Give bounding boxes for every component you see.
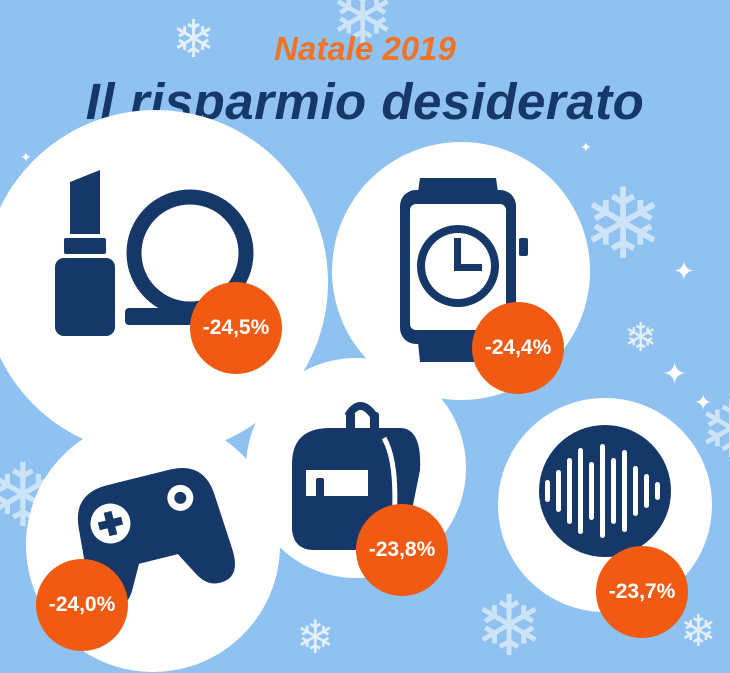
star-icon: ✦	[662, 358, 688, 391]
snowflake-icon: ❄	[680, 607, 717, 656]
star-icon: ✦	[20, 149, 32, 165]
snowflake-icon: ❄	[330, 0, 396, 61]
smartwatch-icon	[400, 178, 528, 362]
badge-gamepad: -24,0%	[36, 559, 128, 651]
snowflake-icon: ❄	[474, 579, 545, 673]
snowflake-icon: ❄	[296, 611, 335, 663]
star-icon: ✦	[694, 390, 713, 415]
snowflake-icon: ❄	[698, 390, 730, 470]
star-icon: ✦	[580, 139, 592, 155]
sound-wave-icon	[539, 425, 671, 557]
badge-smartwatch: -24,4%	[472, 302, 564, 394]
badge-sound-wave: -23,7%	[596, 546, 688, 638]
badge-backpack: -23,8%	[356, 504, 448, 596]
subtitle: Natale 2019	[274, 30, 456, 67]
gamepad-icon	[77, 467, 235, 610]
cosmetics-icon	[55, 170, 254, 336]
snowflake-icon: ❄	[582, 169, 665, 279]
snowflake-icon: ❄	[172, 11, 216, 69]
star-icon: ✦	[673, 256, 695, 286]
snowflake-icon: ❄	[624, 316, 658, 360]
badge-cosmetics: -24,5%	[190, 282, 282, 374]
